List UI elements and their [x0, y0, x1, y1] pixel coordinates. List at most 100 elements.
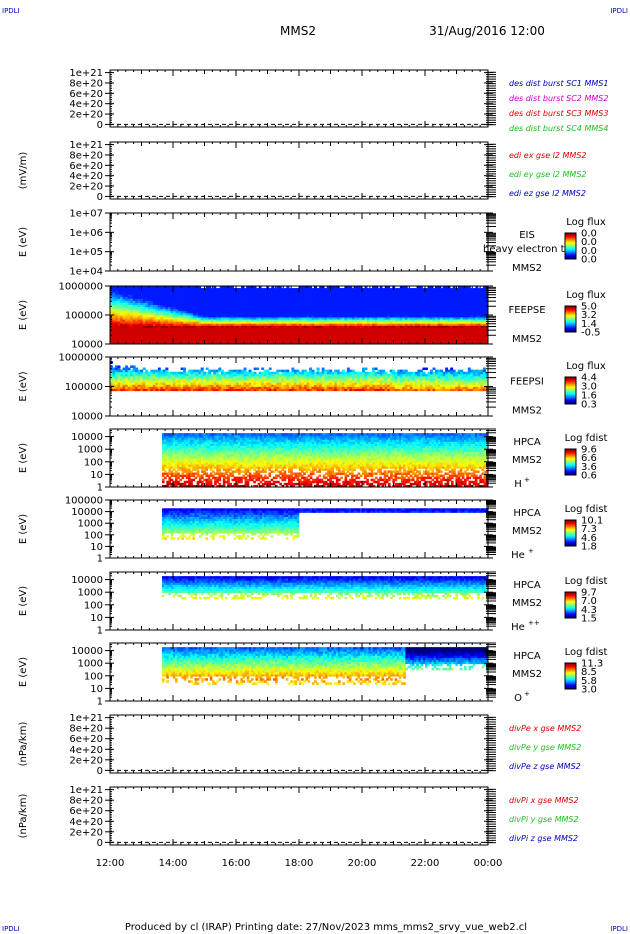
spectrogram-cell [256, 298, 260, 301]
spectrogram-cell [256, 294, 260, 297]
spectrogram-cell [142, 300, 146, 303]
spectrogram-cell [273, 323, 277, 326]
spectrogram-cell [175, 298, 179, 301]
spectrogram-cell [165, 302, 169, 306]
spectrogram-cell [243, 337, 247, 341]
spectrogram-cell [281, 298, 285, 301]
spectrogram-cell [256, 304, 260, 308]
spectrogram-cell [160, 327, 164, 330]
spectrogram-cell [165, 325, 169, 328]
spectrogram-cell [243, 331, 247, 335]
spectrogram-cell [261, 300, 265, 303]
spectrogram-cell [246, 302, 249, 306]
spectrogram-cell [170, 308, 174, 312]
spectrogram-cell [117, 315, 121, 318]
spectrogram-cell [268, 325, 272, 328]
y-tick-label: 2e+20 [69, 110, 103, 121]
spectrogram-cell [268, 327, 272, 330]
spectrogram-cell [150, 290, 154, 293]
spectrogram-cell [200, 341, 204, 345]
spectrogram-cell [140, 319, 144, 322]
spectrogram-cell [238, 331, 242, 335]
spectrogram-cell [236, 331, 239, 335]
spectrogram-cell [225, 302, 229, 306]
spectrogram-cell [268, 308, 272, 312]
spectrogram-cell [288, 290, 292, 293]
spectrogram-cell [162, 329, 166, 332]
spectrogram-cell [112, 294, 116, 297]
spectrogram-cell [210, 335, 214, 339]
spectrogram-cell [278, 333, 282, 337]
spectrogram-cell [241, 329, 244, 332]
spectrogram-cell [205, 308, 209, 312]
spectrogram-cell [180, 337, 184, 341]
spectrogram-cell [185, 294, 189, 297]
spectrogram-cell [296, 321, 300, 324]
spectrogram-cell [115, 292, 118, 295]
spectrogram-cell [167, 292, 171, 295]
spectrogram-cell [142, 308, 146, 312]
spectrogram-cell [145, 296, 149, 299]
spectrogram-cell [195, 327, 199, 330]
spectrogram-cell [286, 286, 290, 289]
spectrogram-cell [238, 321, 242, 324]
spectrogram-cell [228, 341, 232, 345]
spectrogram-cell [251, 308, 255, 312]
spectrogram-cell [117, 288, 121, 291]
spectrogram-cell [115, 310, 118, 314]
spectrogram-cell [142, 292, 146, 295]
spectrogram-cell [188, 331, 192, 335]
spectrogram-cell [238, 296, 242, 299]
spectrogram-cell [223, 319, 227, 322]
spectrogram-cell [228, 329, 232, 332]
spectrogram-cell [135, 304, 139, 308]
spectrogram-cell [228, 304, 232, 308]
spectrogram-cell [276, 315, 280, 318]
spectrogram-cell [215, 329, 219, 332]
spectrogram-cell [286, 294, 290, 297]
spectrogram-cell [147, 292, 151, 295]
spectrogram-cell [132, 321, 136, 324]
spectrogram-cell [243, 317, 247, 320]
spectrogram-cell [369, 288, 373, 291]
spectrogram-cell [215, 296, 219, 299]
spectrogram-cell [293, 306, 297, 310]
spectrogram-cell [266, 327, 270, 330]
spectrogram-cell [220, 319, 224, 322]
spectrogram-cell [110, 300, 113, 303]
spectrogram-cell [266, 292, 270, 295]
spectrogram-cell [261, 323, 265, 326]
spectrogram-cell [150, 323, 154, 326]
spectrogram-cell [122, 302, 126, 306]
spectrogram-cell [203, 292, 207, 295]
spectrogram-cell [248, 317, 252, 320]
spectrogram-cell [273, 329, 277, 332]
spectrogram-cell [225, 296, 229, 299]
spectrogram-cell [130, 337, 134, 341]
spectrogram-cell [200, 298, 204, 301]
panel-frame [109, 212, 489, 272]
spectrogram-cell [205, 302, 209, 306]
spectrogram-cell [160, 286, 164, 289]
spectrogram-cell [140, 321, 144, 324]
spectrogram-cell [115, 321, 118, 324]
spectrogram-cell [258, 329, 262, 332]
spectrogram-cell [157, 294, 161, 297]
spectrogram-cell [165, 317, 169, 320]
colorbar-swatch [565, 252, 576, 254]
spectrogram-cell [223, 331, 227, 335]
spectrogram-cell [288, 325, 292, 328]
spectrogram-cell [115, 302, 118, 306]
spectrogram-cell [195, 321, 199, 324]
spectrogram-cell [276, 341, 280, 345]
spectrogram-cell [283, 315, 287, 318]
spectrogram-cell [120, 331, 123, 335]
spectrogram-cell [185, 292, 189, 295]
spectrogram-cell [273, 310, 277, 314]
spectrogram-cell [110, 306, 113, 310]
spectrogram-cell [120, 292, 123, 295]
spectrogram-cell [188, 319, 192, 322]
spectrogram-cell [162, 331, 166, 335]
spectrogram-cell [170, 286, 174, 289]
spectrogram-cell [167, 286, 171, 289]
